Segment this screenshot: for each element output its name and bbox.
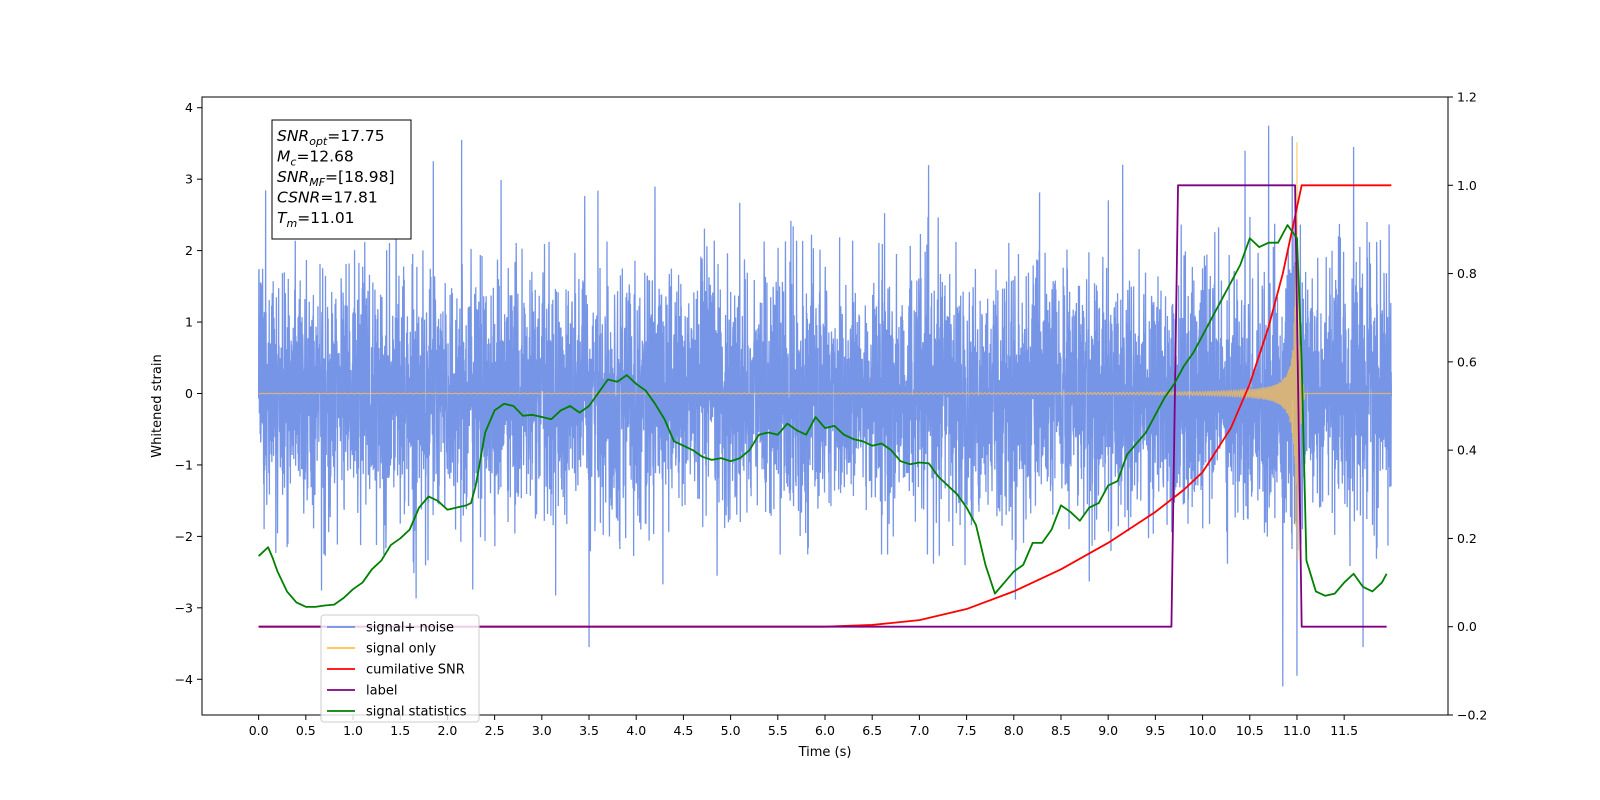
y-tick-label: 0 — [185, 386, 193, 401]
y-tick-label: −4 — [175, 672, 193, 687]
legend-label: label — [366, 684, 397, 699]
y-tick-label: −3 — [175, 600, 193, 615]
y2-tick-label: 0.6 — [1457, 354, 1477, 369]
legend-label: signal statistics — [366, 705, 467, 720]
y-tick-label: 4 — [185, 100, 193, 115]
x-tick-label: 1.5 — [390, 723, 410, 738]
x-tick-label: 5.5 — [768, 723, 788, 738]
x-tick-label: 0.0 — [249, 723, 269, 738]
y-tick-label: 1 — [185, 315, 193, 330]
x-tick-label: 2.5 — [485, 723, 505, 738]
x-tick-label: 0.5 — [296, 723, 316, 738]
x-tick-label: 7.5 — [957, 723, 977, 738]
x-tick-label: 8.5 — [1051, 723, 1071, 738]
x-tick-label: 9.0 — [1098, 723, 1118, 738]
y2-tick-label: 1.2 — [1457, 90, 1477, 105]
x-tick-label: 5.0 — [721, 723, 741, 738]
info-box-frame — [271, 119, 412, 240]
x-tick-label: 11.0 — [1283, 723, 1311, 738]
info-row: SNRopt=17.75 — [277, 127, 385, 148]
series-cumulative-snr — [258, 184, 1392, 628]
series-signal-only — [258, 142, 1392, 560]
legend-label: signal only — [366, 642, 436, 657]
series-label — [258, 184, 1387, 628]
x-tick-label: 3.0 — [532, 723, 552, 738]
y-axis-label: Whitened strain — [150, 354, 165, 457]
y2-tick-label: 0.2 — [1457, 531, 1477, 546]
legend-label: signal+ noise — [366, 621, 454, 636]
x-tick-label: 2.0 — [437, 723, 457, 738]
x-tick-label: 6.5 — [862, 723, 882, 738]
x-axis-label: Time (s) — [798, 745, 852, 760]
x-tick-label: 11.5 — [1330, 723, 1358, 738]
series-signal-statistics — [258, 224, 1388, 608]
x-tick-label: 10.0 — [1189, 723, 1217, 738]
x-tick-label: 9.5 — [1145, 723, 1165, 738]
y-tick-label: −1 — [175, 457, 193, 472]
x-tick-label: 1.0 — [343, 723, 363, 738]
x-tick-label: 6.0 — [815, 723, 835, 738]
info-box: SNRopt=17.75Mc=12.68SNRMF=[18.98]CSNR=17… — [271, 119, 412, 240]
y-tick-label: 2 — [185, 243, 193, 258]
y2-tick-label: −0.2 — [1457, 708, 1487, 723]
y-tick-label: 3 — [185, 172, 193, 187]
x-tick-label: 10.5 — [1236, 723, 1264, 738]
y2-tick-label: 0.0 — [1457, 619, 1477, 634]
y2-tick-label: 1.0 — [1457, 178, 1477, 193]
x-tick-label: 3.5 — [579, 723, 599, 738]
info-row: SNRMF=[18.98] — [277, 168, 395, 189]
info-row: Mc=12.68 — [277, 148, 354, 169]
y-tick-label: −2 — [175, 529, 193, 544]
info-row: Tm=11.01 — [277, 209, 355, 230]
legend: signal+ noise signal only cumilative SNR la… — [320, 614, 480, 723]
x-tick-label: 8.0 — [1004, 723, 1024, 738]
legend-frame — [320, 614, 480, 723]
legend-label: cumilative SNR — [366, 663, 465, 678]
info-row: CSNR=17.81 — [277, 189, 378, 207]
y2-tick-label: 0.4 — [1457, 443, 1477, 458]
y2-tick-label: 0.8 — [1457, 266, 1477, 281]
x-tick-label: 4.5 — [673, 723, 693, 738]
x-tick-label: 7.0 — [909, 723, 929, 738]
x-tick-label: 4.0 — [626, 723, 646, 738]
series-signal-noise — [257, 125, 1393, 687]
